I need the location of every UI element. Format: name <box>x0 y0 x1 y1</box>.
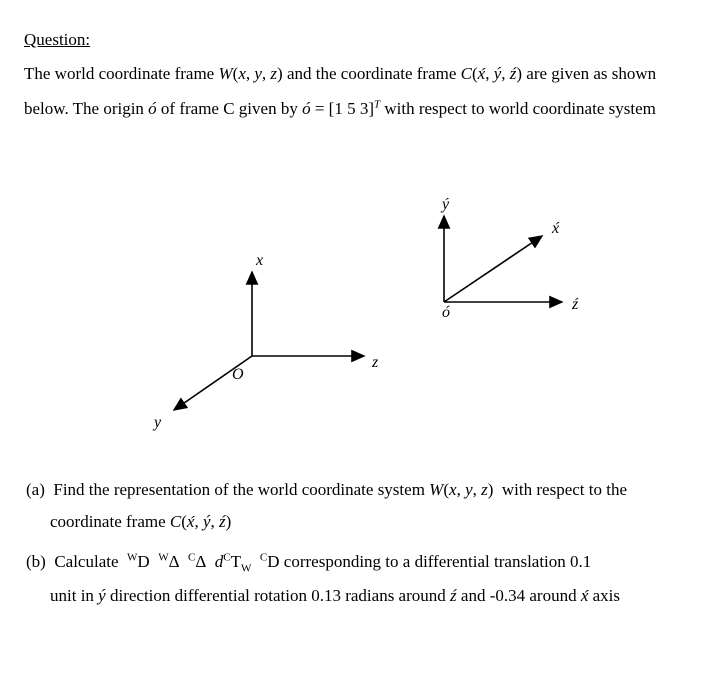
axes-svg <box>24 154 704 444</box>
qb-T: T <box>231 552 241 571</box>
p2-b: of frame C given by <box>157 99 302 118</box>
p1-a: The world coordinate frame <box>24 64 218 83</box>
qa-f: coordinate frame <box>50 512 170 531</box>
qa-d: , <box>473 480 482 499</box>
qb-sp2 <box>180 552 189 571</box>
qa-zh: ź <box>219 512 226 531</box>
label-zh: ź <box>572 296 578 314</box>
qb-sp1 <box>150 552 159 571</box>
qa-a: (a) Find the representation of the world… <box>26 480 429 499</box>
p1-W: W <box>218 64 232 83</box>
label-z: z <box>372 354 378 372</box>
p1-x: x <box>238 64 246 83</box>
qa-e: ) with respect to the <box>488 480 627 499</box>
qb-D2: D <box>267 552 279 571</box>
p1-y: y <box>254 64 262 83</box>
paragraph-2: below. The origin ó of frame C given by … <box>24 95 700 124</box>
qb-W2s: W <box>158 552 168 564</box>
label-yh: ý <box>442 196 449 214</box>
qb-b: corresponding to a differential translat… <box>280 552 592 571</box>
p1-e: ) and the coordinate frame <box>277 64 461 83</box>
p2-c: = [1 5 3] <box>311 99 374 118</box>
p1-g: , <box>485 64 494 83</box>
qb-f: and -0.34 around <box>457 586 581 605</box>
p2-a: below. The origin <box>24 99 148 118</box>
qb-sp4 <box>251 552 260 571</box>
label-xh: x́ <box>552 220 559 238</box>
p2-oh2: ó <box>302 99 311 118</box>
qa-W: W <box>429 480 443 499</box>
qa-c: , <box>457 480 466 499</box>
label-x: x <box>256 252 263 270</box>
qa-h: , <box>194 512 203 531</box>
qb-zh: ź <box>450 586 457 605</box>
qb-Ws: W <box>241 563 251 575</box>
qb-D1: D <box>137 552 149 571</box>
qb-Cs: C <box>223 552 230 564</box>
label-O: O <box>232 366 244 384</box>
qb-g: axis <box>588 586 620 605</box>
p1-i: ) are given as shown <box>516 64 656 83</box>
label-y: y <box>154 414 161 432</box>
qb-del2: Δ <box>195 552 206 571</box>
question-title: Question: <box>24 30 700 50</box>
qa-i: , <box>211 512 220 531</box>
qb-yh: ý <box>98 586 106 605</box>
qb-e: direction differential rotation 0.13 rad… <box>106 586 450 605</box>
p2-d: with respect to world coordinate system <box>380 99 656 118</box>
question-a: (a) Find the representation of the world… <box>24 474 700 539</box>
question-b: (b) Calculate WD WΔ CΔ dCTW CD correspon… <box>24 546 700 612</box>
qa-yh: ý <box>203 512 211 531</box>
qa-C: C <box>170 512 181 531</box>
qb-a: (b) Calculate <box>26 552 127 571</box>
qa-j: ) <box>226 512 232 531</box>
label-oh: ó <box>442 304 450 322</box>
qb-del1: Δ <box>169 552 180 571</box>
qb-c: unit in <box>50 586 98 605</box>
qa-x: x <box>449 480 457 499</box>
p1-C: C <box>461 64 472 83</box>
qb-W1s: W <box>127 552 137 564</box>
qa-y: y <box>465 480 473 499</box>
coordinate-diagram: x y z O ý x́ ź ó <box>24 154 700 444</box>
qb-sp3 <box>206 552 215 571</box>
paragraph-1: The world coordinate frame W(x, y, z) an… <box>24 60 700 89</box>
qa-z: z <box>481 480 488 499</box>
p1-h: , <box>501 64 510 83</box>
p2-oh: ó <box>148 99 157 118</box>
